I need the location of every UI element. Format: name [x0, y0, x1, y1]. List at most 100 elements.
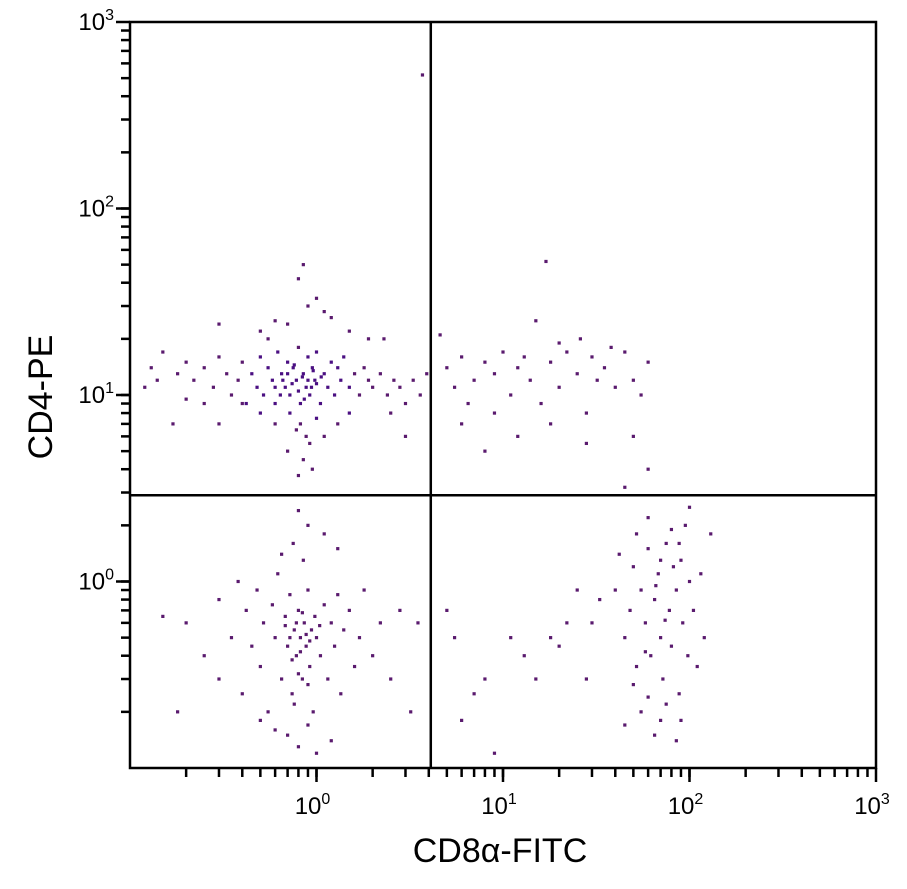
- data-point: [483, 449, 487, 453]
- data-point: [329, 360, 333, 364]
- data-point: [669, 644, 674, 648]
- data-point: [250, 644, 254, 648]
- data-point: [300, 375, 304, 379]
- data-point: [258, 411, 262, 415]
- data-point: [336, 422, 340, 426]
- data-point: [539, 401, 543, 406]
- data-point: [286, 360, 290, 364]
- data-point: [217, 355, 221, 359]
- data-point: [304, 385, 308, 389]
- data-point: [664, 702, 668, 706]
- data-point: [270, 378, 274, 382]
- data-point: [280, 372, 284, 376]
- data-point: [639, 710, 643, 714]
- data-point: [492, 751, 497, 755]
- data-point: [292, 702, 296, 706]
- data-point: [283, 385, 287, 389]
- data-point: [171, 422, 175, 426]
- data-point: [298, 636, 303, 640]
- data-point: [509, 393, 513, 397]
- data-point: [613, 588, 617, 592]
- data-point: [306, 355, 310, 359]
- data-point: [278, 393, 282, 397]
- data-point: [258, 664, 262, 669]
- data-point: [286, 322, 290, 326]
- data-point: [643, 621, 647, 625]
- data-point: [590, 621, 594, 625]
- data-point: [460, 422, 464, 426]
- data-point: [290, 692, 294, 696]
- data-point: [329, 316, 333, 320]
- x-tick-label: 101: [481, 791, 517, 820]
- data-point: [306, 378, 310, 382]
- data-point: [378, 372, 382, 376]
- data-point: [322, 603, 326, 607]
- data-point: [389, 411, 393, 415]
- data-point: [483, 677, 487, 681]
- data-point: [291, 366, 295, 370]
- data-point: [667, 608, 671, 612]
- data-point: [584, 441, 588, 446]
- data-point: [681, 621, 685, 625]
- data-point: [420, 73, 425, 77]
- data-point: [314, 350, 319, 354]
- data-point: [273, 728, 277, 732]
- data-point: [336, 366, 340, 370]
- data-point: [336, 547, 340, 551]
- data-point: [184, 397, 188, 401]
- data-point: [565, 350, 569, 354]
- data-point: [244, 608, 248, 612]
- data-point: [217, 422, 221, 426]
- data-point: [403, 401, 408, 406]
- data-point: [557, 385, 561, 389]
- data-point: [452, 385, 457, 389]
- data-point: [342, 628, 346, 632]
- data-point: [661, 677, 665, 681]
- data-point: [240, 360, 244, 364]
- data-point: [623, 723, 627, 727]
- data-point: [314, 382, 319, 386]
- data-point: [438, 333, 442, 337]
- data-point: [286, 733, 290, 737]
- data-point: [492, 411, 497, 415]
- data-point: [584, 411, 588, 415]
- data-point: [318, 624, 322, 628]
- data-point: [639, 588, 643, 592]
- data-point: [659, 558, 663, 562]
- data-point: [649, 654, 653, 658]
- data-point: [280, 677, 284, 681]
- data-point: [483, 360, 487, 364]
- data-point: [273, 385, 277, 389]
- data-point: [347, 411, 351, 415]
- data-point: [308, 639, 312, 643]
- data-point: [301, 263, 305, 267]
- data-point: [283, 614, 287, 618]
- x-tick-labels: 100 101 102 103: [295, 791, 890, 820]
- data-point: [288, 411, 292, 415]
- data-point: [311, 710, 315, 714]
- data-point: [674, 739, 678, 743]
- data-point: [266, 337, 270, 341]
- data-point: [288, 636, 292, 640]
- data-point: [677, 692, 681, 696]
- data-point: [362, 366, 366, 370]
- data-point: [403, 434, 408, 438]
- data-point: [695, 664, 699, 669]
- data-point: [679, 718, 683, 722]
- data-point: [671, 565, 676, 569]
- data-point: [460, 718, 464, 722]
- data-point: [301, 458, 305, 462]
- points-layer: [143, 73, 713, 755]
- data-point: [617, 552, 621, 556]
- data-point: [575, 372, 579, 376]
- data-point: [281, 378, 285, 382]
- data-point: [347, 385, 351, 389]
- data-point: [378, 621, 382, 625]
- data-point: [659, 636, 663, 640]
- data-point: [528, 378, 532, 382]
- data-point: [584, 677, 588, 681]
- data-point: [575, 588, 579, 592]
- data-point: [683, 523, 687, 527]
- data-point: [709, 532, 713, 536]
- data-point: [258, 329, 262, 333]
